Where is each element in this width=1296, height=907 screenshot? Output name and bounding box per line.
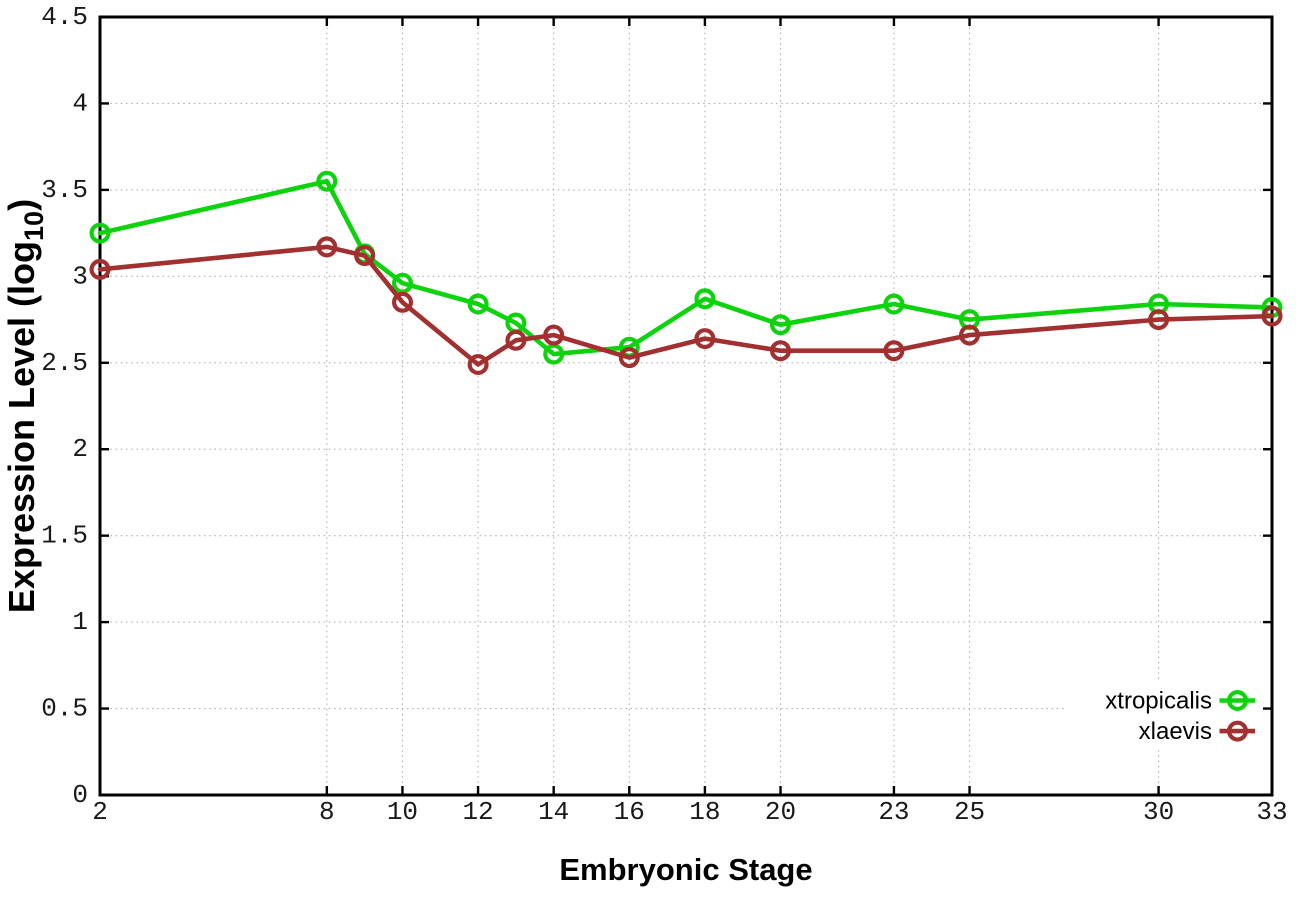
legend-item-xlaevis: xlaevis bbox=[1139, 718, 1255, 745]
data-point-marker-xlaevis bbox=[1148, 309, 1170, 331]
y-tick-label: 3 bbox=[72, 261, 88, 291]
plot-border bbox=[98, 15, 1274, 797]
data-series bbox=[89, 170, 1283, 376]
x-tick-label: 14 bbox=[538, 797, 569, 827]
x-tick-label: 18 bbox=[689, 797, 720, 827]
x-tick-label: 25 bbox=[954, 797, 985, 827]
legend: xtropicalis xlaevis bbox=[1105, 688, 1255, 745]
data-point-marker-xlaevis bbox=[392, 291, 414, 313]
legend-label: xlaevis bbox=[1139, 718, 1212, 745]
y-tick-label: 4 bbox=[72, 88, 88, 118]
legend-marker-icon bbox=[1226, 720, 1248, 742]
x-tick-label: 2 bbox=[92, 797, 108, 827]
data-point-marker-xlaevis bbox=[958, 324, 980, 346]
data-point-marker-xlaevis bbox=[354, 245, 376, 267]
y-tick-label: 1 bbox=[72, 607, 88, 637]
y-tick-label: 2 bbox=[72, 434, 88, 464]
data-point-marker-xlaevis bbox=[618, 347, 640, 369]
data-point-marker-xtropicalis bbox=[694, 288, 716, 310]
y-axis-title-text: Expression Level (log10) bbox=[1, 199, 49, 613]
y-tick-label: 0 bbox=[72, 780, 88, 810]
x-axis-title: Embryonic Stage bbox=[559, 852, 812, 887]
data-point-marker-xtropicalis bbox=[392, 272, 414, 294]
x-tick-label: 23 bbox=[878, 797, 909, 827]
axis-tick-marks bbox=[98, 15, 1274, 797]
data-point-marker-xtropicalis bbox=[89, 222, 111, 244]
y-tick-label: 0.5 bbox=[41, 694, 88, 724]
x-tick-label: 8 bbox=[319, 797, 335, 827]
legend-label: xtropicalis bbox=[1105, 688, 1212, 715]
data-point-marker-xlaevis bbox=[316, 236, 338, 258]
data-point-marker-xlaevis bbox=[769, 340, 791, 362]
data-point-marker-xlaevis bbox=[543, 324, 565, 346]
y-axis-title: Expression Level (log10) bbox=[1, 199, 49, 613]
data-point-marker-xlaevis bbox=[467, 354, 489, 376]
x-tick-label: 12 bbox=[462, 797, 493, 827]
data-point-marker-xtropicalis bbox=[769, 314, 791, 336]
y-tick-label: 3.5 bbox=[41, 175, 88, 205]
y-tick-label: 2.5 bbox=[41, 348, 88, 378]
y-tick-label: 4.5 bbox=[41, 2, 88, 32]
data-point-marker-xlaevis bbox=[883, 340, 905, 362]
legend-item-xtropicalis: xtropicalis bbox=[1105, 688, 1255, 715]
x-tick-label: 33 bbox=[1256, 797, 1287, 827]
x-tick-label: 20 bbox=[765, 797, 796, 827]
axis-tick-labels: 2 8 10 12 14 16 18 20 23 25 30 33 0 0.5 1 1.5 2 2.5 3 3.5 4 4… bbox=[41, 2, 1287, 827]
y-tick-label: 1.5 bbox=[41, 521, 88, 551]
data-point-marker-xlaevis bbox=[89, 258, 111, 280]
data-point-marker-xtropicalis bbox=[883, 293, 905, 315]
border-rect bbox=[98, 15, 1274, 797]
x-tick-label: 30 bbox=[1143, 797, 1174, 827]
data-point-marker-xtropicalis bbox=[467, 293, 489, 315]
legend-marker-icon bbox=[1226, 689, 1248, 711]
data-point-marker-xlaevis bbox=[1261, 305, 1283, 327]
x-tick-label: 10 bbox=[387, 797, 418, 827]
x-tick-label: 16 bbox=[614, 797, 645, 827]
data-point-marker-xlaevis bbox=[694, 328, 716, 350]
data-point-marker-xlaevis bbox=[505, 329, 527, 351]
data-point-marker-xtropicalis bbox=[316, 170, 338, 192]
data-point-marker-xtropicalis bbox=[543, 343, 565, 365]
